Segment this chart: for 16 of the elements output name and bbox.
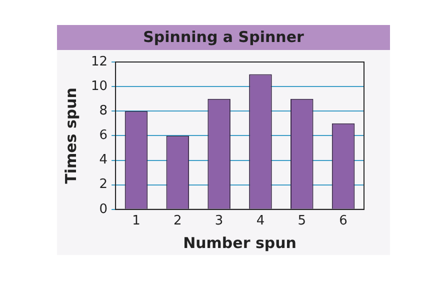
y-tick-label: 2 [99, 177, 108, 192]
chart-title: Spinning a Spinner [57, 25, 390, 50]
y-axis-title: Times spun [62, 88, 80, 184]
x-tick-label: 6 [339, 214, 348, 229]
y-tick-label: 0 [99, 202, 108, 217]
x-axis-title: Number spun [183, 234, 296, 252]
x-tick-label: 2 [174, 214, 182, 229]
y-tick-label: 4 [99, 152, 108, 168]
y-tick-label: 12 [90, 54, 108, 70]
x-tick-label: 4 [256, 214, 265, 229]
y-tick-label: 6 [99, 128, 108, 144]
x-tick-label: 1 [132, 214, 140, 229]
y-tick-label: 10 [90, 78, 108, 94]
x-tick-label: 5 [298, 214, 306, 229]
x-tick-label: 3 [214, 214, 224, 229]
y-tick-label: 8 [99, 104, 108, 119]
